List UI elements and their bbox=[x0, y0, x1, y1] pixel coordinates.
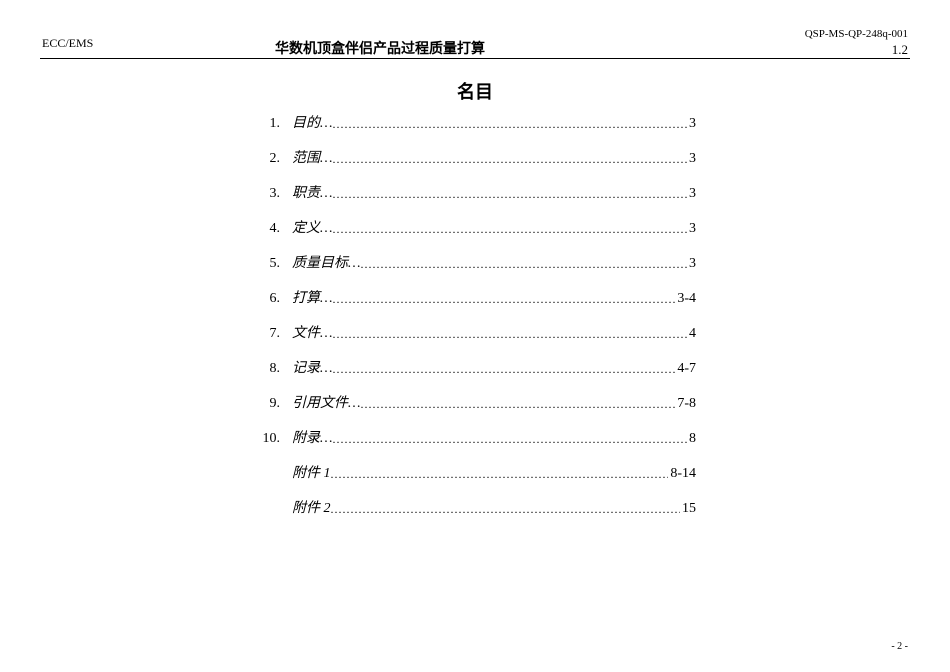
header-title: 华数机顶盒伴侣产品过程质量打算 bbox=[275, 38, 485, 58]
toc-item-label: 引用文件… bbox=[292, 392, 360, 412]
toc-item: 8.记录…...................................… bbox=[256, 357, 696, 392]
toc-item-label: 职责… bbox=[292, 182, 332, 202]
toc-item-leader: ........................................… bbox=[331, 467, 669, 482]
toc-item-leader: ........................................… bbox=[332, 187, 687, 202]
toc-item-leader: ........................................… bbox=[332, 362, 675, 377]
page-number: - 2 - bbox=[891, 641, 908, 652]
toc-item-number: 2. bbox=[256, 151, 292, 167]
toc-item-page: 3 bbox=[687, 186, 696, 202]
toc-item-leader: ........................................… bbox=[332, 292, 675, 307]
toc-item: 9.引用文件….................................… bbox=[256, 392, 696, 427]
toc-item-label: 范围… bbox=[292, 147, 332, 167]
toc-item-label: 目的… bbox=[292, 112, 332, 132]
toc-item-leader: ........................................… bbox=[332, 222, 687, 237]
toc-item-number: 6. bbox=[256, 291, 292, 307]
toc-item: 1.目的…...................................… bbox=[256, 112, 696, 147]
toc-subitem: 附件 1....................................… bbox=[256, 462, 696, 497]
toc-item-leader: ........................................… bbox=[332, 152, 687, 167]
toc-item-label: 记录… bbox=[292, 357, 332, 377]
toc-item-page: 3-4 bbox=[675, 291, 696, 307]
toc-item-page: 15 bbox=[680, 501, 696, 517]
toc-item-page: 3 bbox=[687, 116, 696, 132]
toc-item-leader: ........................................… bbox=[332, 327, 687, 342]
toc-item-number: 4. bbox=[256, 221, 292, 237]
toc-item-label: 附录… bbox=[292, 427, 332, 447]
toc-item-page: 4-7 bbox=[675, 361, 696, 377]
toc-item-leader: ........................................… bbox=[331, 502, 681, 517]
toc-item-page: 3 bbox=[687, 151, 696, 167]
header-rule bbox=[40, 58, 910, 59]
toc-item: 5.质量目标….................................… bbox=[256, 252, 696, 287]
toc-item: 4.定义…...................................… bbox=[256, 217, 696, 252]
toc-item-label: 附件 1 bbox=[292, 462, 331, 482]
toc-item-page: 7-8 bbox=[675, 396, 696, 412]
toc-item-label: 附件 2 bbox=[292, 497, 331, 517]
header-version: 1.2 bbox=[892, 42, 908, 58]
toc-item-leader: ........................................… bbox=[360, 257, 687, 272]
toc-item: 10.附录…..................................… bbox=[256, 427, 696, 462]
toc-subitem: 附件 2....................................… bbox=[256, 497, 696, 532]
toc-item-number: 1. bbox=[256, 116, 292, 132]
toc-item-number: 8. bbox=[256, 361, 292, 377]
toc-item-number: 10. bbox=[256, 431, 292, 447]
toc-item-number: 5. bbox=[256, 256, 292, 272]
toc-item-page: 3 bbox=[687, 256, 696, 272]
toc-item: 7.文件…...................................… bbox=[256, 322, 696, 357]
toc-item-leader: ........................................… bbox=[360, 397, 675, 412]
toc-item-number: 3. bbox=[256, 186, 292, 202]
toc-item-number: 7. bbox=[256, 326, 292, 342]
header-doc-no: QSP-MS-QP-248q-001 bbox=[805, 28, 908, 40]
toc-item-leader: ........................................… bbox=[332, 117, 687, 132]
toc-item-label: 文件… bbox=[292, 322, 332, 342]
toc-item-label: 打算… bbox=[292, 287, 332, 307]
toc-item: 6.打算…...................................… bbox=[256, 287, 696, 322]
toc-item-page: 8 bbox=[687, 431, 696, 447]
toc-item: 3.职责…...................................… bbox=[256, 182, 696, 217]
toc-item-page: 4 bbox=[687, 326, 696, 342]
header-left: ECC/EMS bbox=[42, 36, 93, 51]
toc-item-page: 3 bbox=[687, 221, 696, 237]
toc-item-number: 9. bbox=[256, 396, 292, 412]
toc-item-label: 质量目标… bbox=[292, 252, 360, 272]
toc-item: 2.范围…...................................… bbox=[256, 147, 696, 182]
toc-title: 名目 bbox=[0, 78, 950, 104]
toc-item-page: 8-14 bbox=[668, 466, 696, 482]
toc-item-leader: ........................................… bbox=[332, 432, 687, 447]
toc-item-label: 定义… bbox=[292, 217, 332, 237]
toc-list: 1.目的…...................................… bbox=[256, 112, 696, 532]
